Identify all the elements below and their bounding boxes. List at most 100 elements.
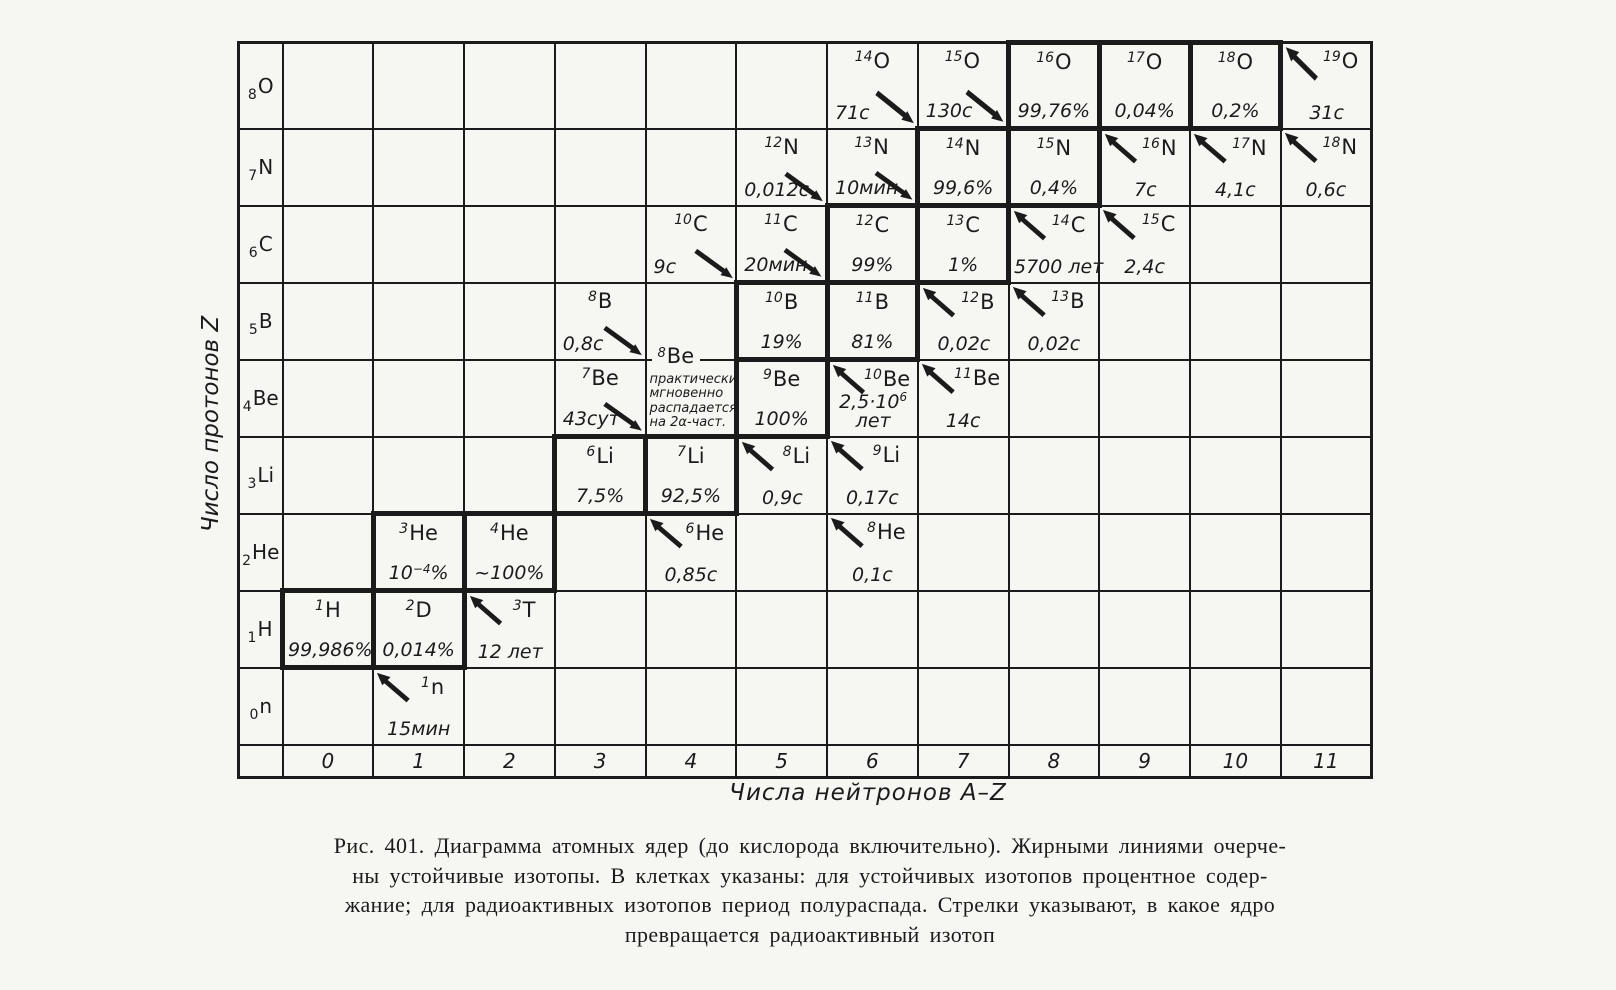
abundance-value: 81%: [833, 333, 913, 352]
value-line: 4,1с: [1215, 178, 1256, 201]
isotope-cell-10C: 10C 9с: [644, 204, 738, 284]
mass-number: 4: [490, 521, 499, 537]
empty-cell-z3-n2: [463, 435, 556, 515]
mass-number: 15: [1141, 211, 1160, 228]
element-symbol: N: [1341, 134, 1358, 159]
value-line: 14с: [945, 409, 981, 432]
isotope-label: 9Be: [739, 367, 825, 394]
empty-cell-z4-n0: [281, 358, 375, 438]
element-symbol: B: [783, 290, 799, 314]
empty-cell-z1-n11: [1279, 589, 1373, 669]
half-life-value: 4,1с: [1194, 178, 1277, 201]
empty-cell-z0-n9: [1098, 666, 1191, 746]
isotope-cell-15N: 15N 0,4%: [1006, 126, 1102, 208]
mass-number: 17: [1126, 50, 1145, 66]
proton-number: 4: [242, 399, 252, 415]
row-label-He: 2He: [237, 512, 284, 592]
empty-cell-z5-n0: [281, 281, 375, 361]
half-life-value: 2,4с: [1103, 255, 1186, 278]
isotope-cell-1n: 1n 15мин: [372, 666, 465, 746]
isotope-cell-3T: 3T 12 лет: [463, 589, 556, 669]
caption-line-1: Рис. 401. Диаграмма атомных ядер (до кис…: [333, 833, 1287, 858]
neutron-count-9: 9: [1098, 743, 1191, 779]
mass-number: 13: [946, 213, 965, 229]
empty-cell-z8-n1: [372, 41, 465, 130]
element-symbol: O: [1236, 50, 1254, 74]
isotope-cell-9Be: 9Be 100%: [733, 357, 830, 439]
isotope-label: 11C: [737, 212, 824, 239]
isotope-label: 15C: [1100, 211, 1189, 239]
half-life-value: 0,02с: [923, 334, 1004, 354]
neutron-count-5: 5: [735, 743, 828, 779]
half-life-value: 0,02с: [1013, 334, 1096, 354]
isotope-label: 10Be: [830, 367, 917, 394]
empty-cell-z0-n7: [916, 666, 1010, 746]
proton-number: 0: [249, 707, 259, 723]
element-symbol: B: [980, 290, 995, 314]
value-line: 2,4с: [1124, 255, 1165, 278]
element-symbol: C: [1160, 211, 1176, 236]
empty-cell-z3-n0: [281, 435, 375, 515]
neutron-count-7: 7: [916, 743, 1010, 779]
isotope-label: 12N: [737, 134, 826, 162]
abundance-value: 0,4%: [1014, 179, 1094, 198]
note-line: на 2α-част.: [649, 415, 727, 430]
mass-number: 7: [677, 444, 687, 460]
empty-cell-z5-n9: [1098, 281, 1191, 361]
element-symbol: Li: [882, 442, 901, 467]
value-line: 0,6с: [1305, 178, 1347, 201]
figure-caption: Рис. 401. Диаграмма атомных ядер (до кис…: [175, 831, 1445, 949]
element-symbol: O: [963, 49, 981, 73]
isotope-label: 13N: [828, 135, 915, 162]
empty-cell-z1-n5: [735, 589, 828, 669]
empty-cell-z6-n2: [463, 204, 556, 284]
mass-number: 9: [872, 442, 882, 459]
isotope-cell-12C: 12C 99%: [824, 203, 921, 285]
element-symbol: B: [874, 290, 889, 314]
mass-number: 12: [855, 213, 874, 229]
empty-cell-z4-n1: [372, 358, 465, 438]
isotope-label: 18O: [1193, 50, 1279, 77]
element-symbol: Be: [772, 367, 801, 391]
isotope-label: 10B: [739, 290, 825, 317]
empty-cell-z2-n8: [1007, 512, 1101, 592]
proton-number: 6: [248, 245, 258, 261]
empty-cell-z7-n0: [281, 127, 375, 207]
instant-decay-note: практически мгновенно распадается на 2α-час…: [649, 372, 738, 431]
abundance-value: 7,5%: [560, 487, 640, 506]
isotope-label: 1n: [374, 675, 463, 702]
isotope-cell-11Be: 11Be 14с: [916, 358, 1010, 438]
value-line: 130с: [925, 100, 973, 122]
value-line: 0,012с: [744, 178, 810, 201]
isotope-cell-2D: 2D 0,014%: [370, 588, 467, 670]
empty-cell-z0-n2: [463, 666, 556, 746]
value-line: 71с: [835, 101, 870, 124]
half-life-value: 15мин: [377, 719, 460, 739]
isotope-label: 14C: [1011, 213, 1098, 240]
row-label-C: 6C: [237, 204, 284, 284]
element-symbol: C: [965, 213, 980, 237]
proton-number: 3: [247, 476, 257, 492]
isotope-label: 11Be: [919, 366, 1008, 393]
abundance-value: ~100%: [470, 564, 550, 583]
value-line: 99%: [851, 254, 894, 276]
isotope-label: 13B: [1010, 289, 1099, 316]
empty-cell-z5-n10: [1189, 281, 1282, 361]
element-symbol: He: [695, 521, 725, 545]
isotope-cell-16N: 16N 7с: [1098, 127, 1191, 207]
x-axis-label: Числа нейтронов A–Z: [729, 780, 1007, 806]
empty-cell-z2-n5: [735, 512, 828, 592]
empty-cell-z1-n4: [644, 589, 738, 669]
mass-number: 1: [421, 675, 430, 691]
element-symbol: N: [783, 134, 799, 159]
empty-cell-z2-n10: [1189, 512, 1282, 592]
mass-number: 3: [512, 598, 522, 614]
row-label-N: 7N: [237, 127, 284, 207]
note-line: мгновенно: [649, 386, 724, 401]
mass-number: 16: [1036, 50, 1055, 66]
empty-cell-z7-n1: [372, 127, 465, 207]
empty-cell-z3-n11: [1279, 435, 1373, 515]
value-line: 0,2%: [1211, 100, 1260, 122]
empty-cell-z8-n2: [463, 41, 556, 130]
empty-cell-z2-n3: [553, 512, 647, 592]
